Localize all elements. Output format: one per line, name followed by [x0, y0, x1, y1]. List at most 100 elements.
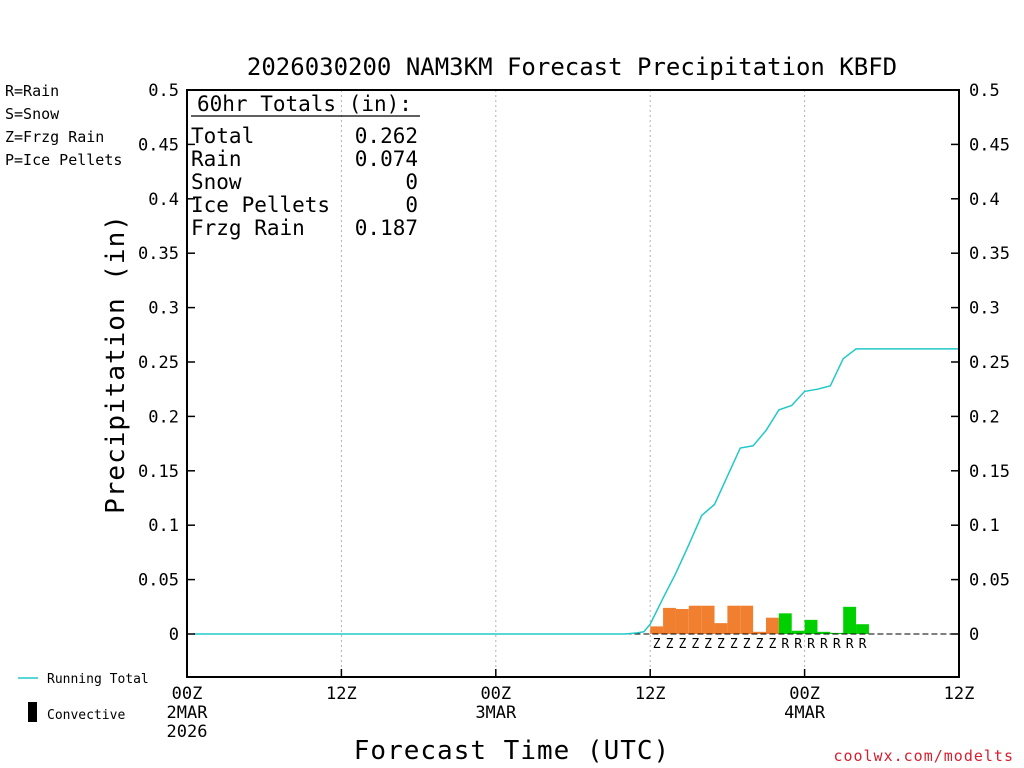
precip-bar: [856, 624, 869, 634]
y-tick-label-right: 0: [969, 625, 979, 645]
totals-header: 60hr Totals (in):: [197, 92, 412, 116]
precip-type-letter: R: [781, 637, 789, 652]
legend-entry-Z: Z=Frzg Rain: [5, 128, 104, 146]
precip-bar: [753, 631, 766, 634]
precip-bar: [766, 617, 779, 634]
precip-type-letter: Z: [666, 637, 674, 652]
convective-legend-label: Convective: [47, 708, 125, 723]
precip-bar: [663, 607, 676, 634]
y-tick-label-left: 0.5: [148, 81, 179, 101]
y-tick-label-right: 0.5: [969, 81, 1000, 101]
precip-bar: [804, 619, 818, 634]
precip-type-letter: Z: [704, 637, 712, 652]
precip-type-letter: Z: [717, 637, 725, 652]
precip-bar: [688, 605, 702, 634]
x-tick-label: 2026: [167, 722, 208, 742]
y-tick-label-left: 0: [169, 625, 179, 645]
precip-type-letter: Z: [653, 637, 661, 652]
y-tick-label-left: 0.2: [148, 407, 179, 427]
precip-bars: [650, 605, 869, 634]
y-tick-label-left: 0.05: [138, 571, 179, 591]
precip-type-letter: Z: [678, 637, 686, 652]
precip-bar: [675, 608, 689, 634]
running-total-line: [193, 348, 959, 635]
x-tick-label: 4MAR: [784, 703, 826, 723]
x-tick-label: 12Z: [944, 684, 975, 704]
y-tick-label-right: 0.45: [969, 135, 1010, 155]
legend-entry-S: S=Snow: [5, 105, 60, 123]
precip-bar: [830, 632, 844, 634]
totals-box: 60hr Totals (in): Total 0.262 Rain 0.074 Snow…: [191, 92, 420, 240]
chart-title: 2026030200 NAM3KM Forecast Precipitation…: [247, 53, 897, 81]
y-tick-label-right: 0.3: [969, 299, 1000, 319]
legend-entry-P: P=Ice Pellets: [5, 151, 122, 169]
totals-row-label: Snow: [191, 170, 242, 194]
x-tick-label: 00Z: [789, 684, 820, 704]
precip-type-letter: Z: [743, 637, 751, 652]
y-tick-label-left: 0.15: [138, 462, 179, 482]
y-tick-label-left: 0.1: [148, 516, 179, 536]
plot-frame: [186, 89, 960, 678]
precip-type-letter: Z: [730, 637, 738, 652]
y-axis-label: Precipitation (in): [101, 214, 131, 514]
precip-bar: [817, 631, 831, 634]
y-tick-label-left: 0.4: [148, 190, 179, 210]
running-total-series: [193, 348, 959, 635]
x-axis-label: Forecast Time (UTC): [354, 736, 670, 766]
y-tick-label-right: 0.2: [969, 407, 1000, 427]
series-legend: Running Total Convective: [18, 672, 149, 723]
precip-type-letter: Z: [769, 637, 777, 652]
precip-type-letter: R: [859, 637, 867, 652]
y-tick-label-right: 0.1: [969, 516, 1000, 536]
precip-bar: [727, 605, 741, 634]
precip-type-letter: R: [833, 637, 841, 652]
x-tick-label: 2MAR: [167, 703, 209, 723]
precip-bar: [791, 630, 805, 634]
y-tick-label-right: 0.05: [969, 571, 1010, 591]
precip-bar: [740, 605, 754, 634]
precip-bar: [650, 626, 664, 634]
totals-row-value: 0: [405, 193, 418, 217]
y-axis-left: 0 0.05 0.1 0.15 0.2 0.25 0.3 0.35 0.4 0.45 0.5: [138, 81, 195, 645]
precip-type-letter: R: [820, 637, 828, 652]
totals-row-label: Ice Pellets: [191, 193, 330, 217]
x-tick-label: 00Z: [480, 684, 511, 704]
precip-type-letter: R: [807, 637, 815, 652]
y-tick-label-left: 0.35: [138, 244, 179, 264]
totals-row-value: 0.187: [355, 216, 418, 240]
y-tick-label-right: 0.4: [969, 190, 1000, 210]
x-tick-label: 00Z: [172, 684, 203, 704]
y-tick-label-right: 0.35: [969, 244, 1010, 264]
precip-bar: [778, 613, 792, 634]
totals-row-value: 0.262: [355, 124, 418, 148]
y-tick-label-left: 0.45: [138, 135, 179, 155]
totals-row-value: 0.074: [355, 147, 418, 171]
y-tick-label-left: 0.25: [138, 353, 179, 373]
convective-legend-swatch: [28, 702, 37, 722]
y-tick-label-left: 0.3: [148, 299, 179, 319]
legend-entry-R: R=Rain: [5, 82, 59, 100]
totals-row-label: Rain: [191, 147, 242, 171]
y-tick-label-right: 0.15: [969, 462, 1010, 482]
y-tick-label-right: 0.25: [969, 353, 1010, 373]
precip-bar: [843, 606, 857, 634]
precip-bar: [714, 623, 728, 634]
x-tick-label: 12Z: [326, 684, 357, 704]
totals-row-label: Total: [191, 124, 254, 148]
precip-type-letter: R: [794, 637, 802, 652]
running-total-legend-label: Running Total: [47, 672, 149, 687]
x-tick-label: 3MAR: [475, 703, 517, 723]
precip-type-letter: R: [846, 637, 854, 652]
totals-row-value: 0: [405, 170, 418, 194]
precip-type-legend: R=Rain S=Snow Z=Frzg Rain P=Ice Pellets: [5, 82, 122, 169]
x-tick-label: 12Z: [635, 684, 666, 704]
credit-text: coolwx.com/modelts: [833, 747, 1014, 765]
precip-bar: [701, 605, 715, 634]
precip-type-letter: Z: [691, 637, 699, 652]
precip-type-letter: Z: [756, 637, 764, 652]
totals-row-label: Frzg Rain: [191, 216, 305, 240]
y-axis-right: 0 0.05 0.1 0.15 0.2 0.25 0.3 0.35 0.4 0.45 0.5: [951, 81, 1010, 645]
